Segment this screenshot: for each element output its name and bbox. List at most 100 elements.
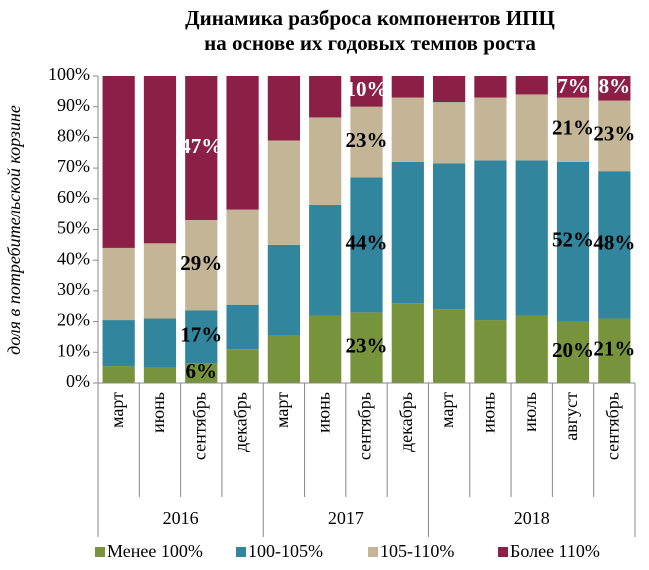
bar-segment	[102, 76, 135, 248]
x-tick-label: сентябрь	[189, 392, 209, 460]
bar-segment	[102, 320, 135, 367]
data-label: 29%	[180, 251, 222, 275]
x-tick-label: июнь	[313, 392, 333, 433]
data-label: 23%	[346, 128, 388, 152]
bar-segment	[515, 315, 548, 383]
y-tick-label: 10%	[57, 340, 90, 360]
bar-segment	[515, 94, 548, 161]
x-tick-label: март	[107, 392, 127, 428]
bar-segment	[309, 76, 342, 118]
data-label: 48%	[593, 231, 635, 255]
chart-title: Динамика разброса компонентов ИПЦ	[185, 6, 555, 30]
legend-swatch	[236, 547, 246, 557]
x-tick-label: декабрь	[231, 392, 251, 452]
y-tick-label: 60%	[57, 187, 90, 207]
legend-label: 105-110%	[380, 541, 454, 561]
bar-segment	[185, 76, 218, 220]
y-tick-label: 90%	[57, 95, 90, 115]
y-tick-label: 40%	[57, 248, 90, 268]
x-tick-label: декабрь	[396, 392, 416, 452]
bar-segment	[309, 204, 342, 316]
bar-segment	[391, 161, 424, 304]
bar-segment	[474, 76, 507, 98]
bar-segment	[433, 102, 466, 164]
bar-segment	[309, 117, 342, 205]
bar-segment	[226, 349, 259, 383]
y-tick-label: 20%	[57, 310, 90, 330]
legend-swatch	[368, 547, 378, 557]
data-label: 21%	[593, 337, 635, 361]
bar-segment	[474, 160, 507, 321]
legend-swatch	[498, 547, 508, 557]
x-tick-label: март	[272, 392, 292, 428]
bar-segment	[143, 76, 177, 244]
bar-segment	[267, 140, 300, 245]
bar-segment	[143, 318, 177, 368]
bar-segment	[391, 76, 424, 98]
bar-segment	[556, 321, 590, 383]
bar-segment	[185, 219, 218, 311]
bar-segment	[267, 76, 300, 141]
bar-segment	[433, 76, 466, 103]
bar-segment	[267, 244, 300, 336]
y-tick-label: 70%	[57, 156, 90, 176]
data-label: 20%	[552, 338, 594, 362]
x-tick-label: июнь	[479, 392, 499, 433]
bar-segment	[598, 76, 631, 101]
bar-segment	[515, 76, 548, 95]
bar-segment	[143, 243, 177, 319]
bar-segment	[433, 163, 466, 310]
bar-segment	[598, 171, 631, 319]
legend-label: Более 110%	[510, 541, 600, 561]
bar-segment	[185, 363, 218, 383]
legend-label: 100-105%	[248, 541, 323, 561]
x-tick-label: август	[561, 392, 581, 441]
data-label: 7%	[557, 74, 589, 98]
bar-segment	[350, 177, 383, 313]
bar-segment	[102, 247, 135, 321]
group-label: 2016	[163, 508, 199, 528]
x-tick-label: июль	[520, 392, 540, 432]
bar-segment	[474, 320, 507, 383]
y-tick-label: 80%	[57, 126, 90, 146]
bar-segment	[102, 366, 135, 383]
group-label: 2017	[328, 508, 364, 528]
bar-segment	[350, 106, 383, 178]
bar-segment	[391, 97, 424, 162]
bar-segment	[185, 310, 218, 364]
x-tick-label: сентябрь	[355, 392, 375, 460]
x-tick-label: июнь	[148, 392, 168, 433]
data-label: 21%	[552, 116, 594, 140]
y-tick-label: 50%	[57, 218, 90, 238]
bar-segment	[391, 303, 424, 383]
bar-segment	[226, 76, 259, 210]
data-label: 8%	[599, 74, 631, 98]
legend-swatch	[95, 547, 105, 557]
data-label: 44%	[346, 231, 388, 255]
bar-segment	[515, 160, 548, 316]
y-tick-label: 30%	[57, 279, 90, 299]
y-axis-label: доля в потребительской корзине	[4, 105, 24, 355]
y-tick-label: 0%	[66, 371, 90, 391]
y-tick-label: 100%	[48, 64, 90, 84]
data-label: 10%	[346, 77, 388, 101]
data-label: 52%	[552, 228, 594, 252]
bar-segment	[350, 76, 383, 107]
bar-segment	[433, 309, 466, 383]
x-tick-label: сентябрь	[602, 392, 622, 460]
group-label: 2018	[514, 508, 550, 528]
bar-segment	[309, 315, 342, 383]
bar-segment	[267, 335, 300, 383]
bar-segment	[556, 76, 590, 98]
data-label: 23%	[593, 122, 635, 146]
data-label: 47%	[180, 134, 222, 158]
bar-segment	[598, 100, 631, 172]
bar-segment	[598, 318, 631, 383]
bar-segment	[556, 161, 590, 322]
bar-segment	[226, 209, 259, 305]
x-tick-label: март	[437, 392, 457, 428]
bar-segment	[350, 312, 383, 383]
chart-title: на основе их годовых темпов роста	[204, 31, 536, 55]
data-label: 17%	[180, 323, 222, 347]
